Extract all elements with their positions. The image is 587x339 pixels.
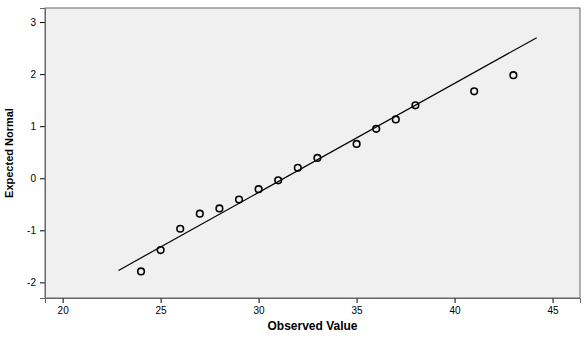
- tick: 30: [254, 298, 266, 316]
- point: [138, 268, 145, 275]
- tick-label: 45: [548, 305, 560, 316]
- tick-mark: [455, 298, 456, 303]
- tick: 35: [352, 298, 364, 316]
- point: [216, 205, 223, 212]
- tick-mark: [40, 230, 45, 231]
- tick-mark: [40, 282, 45, 283]
- tick-mark: [161, 298, 162, 303]
- tick-label: 30: [254, 305, 266, 316]
- tick-label: 2: [30, 69, 36, 80]
- tick-label: 40: [450, 305, 462, 316]
- tick-mark: [553, 298, 554, 303]
- tick-label: -2: [27, 277, 36, 288]
- point: [353, 141, 360, 148]
- tick-label: -1: [27, 225, 36, 236]
- tick-mark: [357, 298, 358, 303]
- tick: 0: [30, 173, 45, 184]
- tick-mark: [63, 298, 64, 303]
- y-axis: -2 -1 0 1 2 3: [27, 9, 45, 299]
- axis-line: [46, 299, 581, 304]
- x-axis-title: Observed Value: [267, 319, 357, 333]
- point: [177, 225, 184, 232]
- tick: -1: [27, 225, 45, 236]
- plot-background: [45, 8, 580, 298]
- marks: [118, 38, 536, 275]
- tick: 25: [156, 298, 168, 316]
- chart-svg: 20 25 30 35 40 45 -2 -1 0 1 2 3 Observed Value Expect…: [0, 0, 587, 339]
- tick: 40: [450, 298, 462, 316]
- tick-label: 1: [30, 121, 36, 132]
- tick-mark: [40, 22, 45, 23]
- tick-mark: [40, 126, 45, 127]
- tick: 1: [30, 121, 45, 132]
- tick: 3: [30, 17, 45, 28]
- tick-mark: [40, 74, 45, 75]
- point: [510, 72, 517, 79]
- x-axis: 20 25 30 35 40 45: [46, 298, 581, 316]
- tick-label: 0: [30, 173, 36, 184]
- tick-label: 3: [30, 17, 36, 28]
- plot: 20 25 30 35 40 45 -2 -1 0 1 2 3: [27, 8, 580, 316]
- tick-label: 25: [156, 305, 168, 316]
- y-axis-title: Expected Normal: [3, 108, 15, 198]
- tick: -2: [27, 277, 45, 288]
- tick: 45: [548, 298, 560, 316]
- fit-line: [118, 38, 536, 271]
- point: [197, 210, 204, 217]
- tick: 2: [30, 69, 45, 80]
- plot-frame: [45, 8, 580, 298]
- tick-label: 20: [58, 305, 70, 316]
- tick-mark: [259, 298, 260, 303]
- tick-mark: [40, 178, 45, 179]
- tick: 20: [58, 298, 70, 316]
- tick-label: 35: [352, 305, 364, 316]
- point: [471, 88, 478, 95]
